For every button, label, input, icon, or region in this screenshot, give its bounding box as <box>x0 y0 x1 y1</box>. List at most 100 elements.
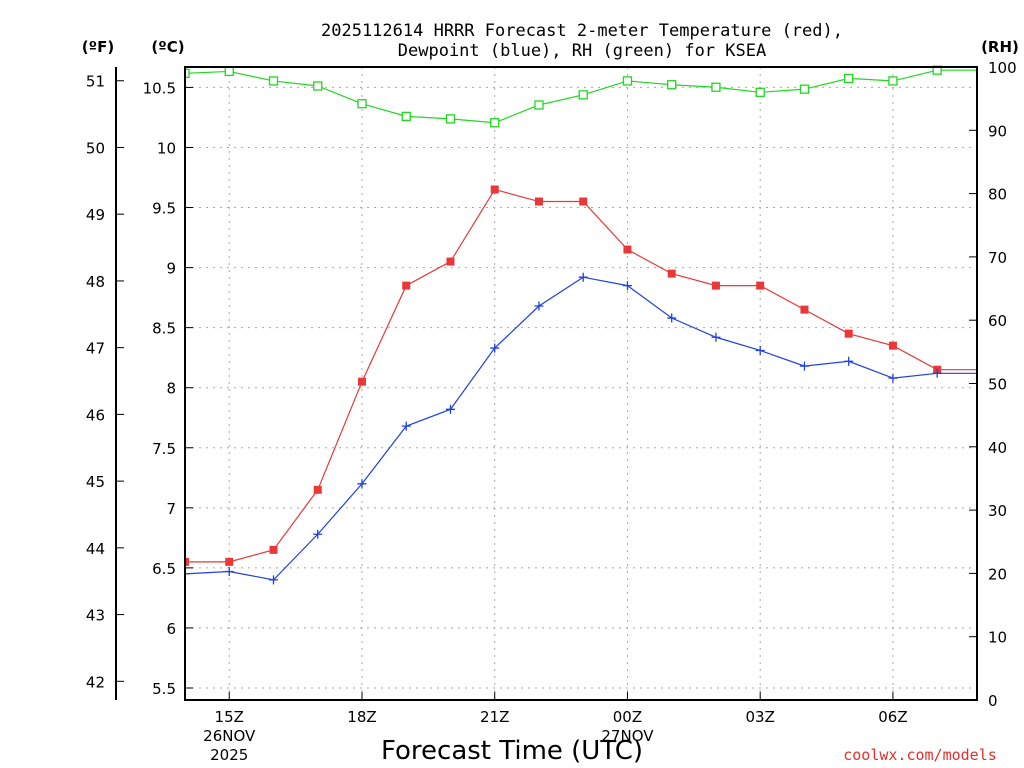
temperature-point <box>800 305 809 314</box>
rh-point <box>799 84 810 94</box>
rh-tick-label: 20 <box>988 565 1007 583</box>
fahrenheit-tick-label: 51 <box>86 73 105 91</box>
site-credit: coolwx.com/models <box>843 746 997 764</box>
series-line-temperature <box>185 188 977 563</box>
celsius-tick-label: 7 <box>166 500 176 518</box>
dewpoint-point <box>888 373 898 383</box>
rh-tick-label: 10 <box>988 629 1007 647</box>
rh-point <box>755 87 765 97</box>
rh-tick-label: 60 <box>988 312 1007 330</box>
temperature-point <box>579 197 588 206</box>
celsius-tick-label: 6.5 <box>152 560 176 578</box>
rh-point <box>401 111 411 122</box>
rh-point <box>445 114 456 124</box>
dewpoint-point <box>799 361 809 371</box>
rh-point <box>534 100 544 110</box>
series-rh <box>185 65 977 128</box>
rh-tick-label: 40 <box>988 439 1007 457</box>
dewpoint-point <box>534 301 544 311</box>
temperature-point <box>844 329 853 338</box>
grid-lines <box>185 67 977 700</box>
temperature-point <box>313 485 322 494</box>
celsius-tick-label: 8.5 <box>152 320 176 338</box>
celsius-tick-label: 9.5 <box>152 200 176 218</box>
rh-point <box>357 99 367 109</box>
fahrenheit-tick-label: 44 <box>86 540 105 558</box>
rh-point <box>622 76 633 86</box>
dewpoint-point <box>401 421 411 431</box>
temperature-point <box>225 557 234 566</box>
temperature-point <box>402 281 411 290</box>
series-line-dewpoint <box>185 276 977 581</box>
fahrenheit-axis: 42 43 44 45 46 47 48 49 50 51 <box>86 73 124 691</box>
celsius-tick-label: 5.5 <box>152 680 176 698</box>
temperature-point <box>711 281 720 290</box>
dewpoint-point <box>313 529 323 539</box>
dewpoint-point <box>844 356 854 366</box>
celsius-tick-label: 7.5 <box>152 440 176 458</box>
temperature-point <box>185 557 189 566</box>
dewpoint-point <box>578 272 588 282</box>
series-dewpoint <box>185 272 977 585</box>
fahrenheit-tick-label: 43 <box>86 607 105 625</box>
chart-title-line-2: Dewpoint (blue), RH (green) for KSEA <box>398 41 766 61</box>
time-tick-label: 26NOV <box>203 727 256 745</box>
rh-axis: 0 10 20 30 40 50 60 70 80 90 100 <box>969 59 1017 710</box>
rh-tick-label: 30 <box>988 502 1007 520</box>
temperature-point <box>888 341 897 350</box>
temperature-point <box>977 366 985 374</box>
time-tick-label: 2025 <box>210 746 248 764</box>
dewpoint-point <box>268 575 278 585</box>
rh-point <box>313 81 323 91</box>
temperature-point <box>623 245 632 254</box>
rh-point <box>185 68 190 78</box>
time-tick-label: 00Z <box>613 708 642 726</box>
rh-point <box>667 80 677 90</box>
rh-point <box>224 66 234 77</box>
rh-tick-label: 50 <box>988 376 1007 394</box>
rh-point <box>268 76 279 86</box>
temperature-point <box>756 281 765 290</box>
dewpoint-point <box>622 281 632 291</box>
temperature-point <box>269 545 278 554</box>
rh-tick-label: 90 <box>988 122 1007 140</box>
rh-unit-label: (RH) <box>981 38 1019 56</box>
temperature-point <box>446 257 455 266</box>
rh-point <box>490 118 500 128</box>
fahrenheit-tick-label: 48 <box>86 273 105 291</box>
dewpoint-point <box>667 313 677 323</box>
fahrenheit-tick-label: 45 <box>86 473 105 491</box>
time-tick-label: 06Z <box>878 708 907 726</box>
temperature-point <box>357 377 366 386</box>
plot-frame <box>184 66 978 701</box>
dewpoint-point <box>224 566 234 576</box>
rh-tick-label: 70 <box>988 249 1007 267</box>
time-tick-label: 15Z <box>215 708 244 726</box>
fahrenheit-tick-label: 42 <box>86 673 105 691</box>
series-temperature <box>185 185 985 566</box>
dewpoint-point <box>185 569 190 579</box>
series-layer <box>185 65 985 585</box>
x-axis-label: Forecast Time (UTC) <box>381 736 643 766</box>
fahrenheit-tick-label: 50 <box>86 139 105 157</box>
dewpoint-point <box>932 368 942 378</box>
rh-point <box>976 65 977 75</box>
rh-point <box>711 82 721 92</box>
celsius-axis: 5.5 6 6.5 7 7.5 8 8.5 9 9.5 10 10.5 <box>143 79 193 698</box>
fahrenheit-tick-label: 49 <box>86 206 105 224</box>
rh-tick-label: 80 <box>988 186 1007 204</box>
chart-title-line-1: 2025112614 HRRR Forecast 2-meter Tempera… <box>321 21 843 41</box>
celsius-tick-label: 6 <box>166 620 176 638</box>
celsius-tick-label: 8 <box>166 380 176 398</box>
temperature-point <box>534 197 543 206</box>
dewpoint-point <box>711 332 721 342</box>
dewpoint-point <box>755 345 765 355</box>
temperature-point <box>667 269 676 278</box>
dewpoint-point <box>357 479 367 489</box>
fahrenheit-tick-label: 47 <box>86 340 105 358</box>
fahrenheit-unit-label: (ºF) <box>82 38 114 56</box>
dewpoint-point <box>445 404 455 414</box>
rh-tick-label: 0 <box>988 692 998 710</box>
